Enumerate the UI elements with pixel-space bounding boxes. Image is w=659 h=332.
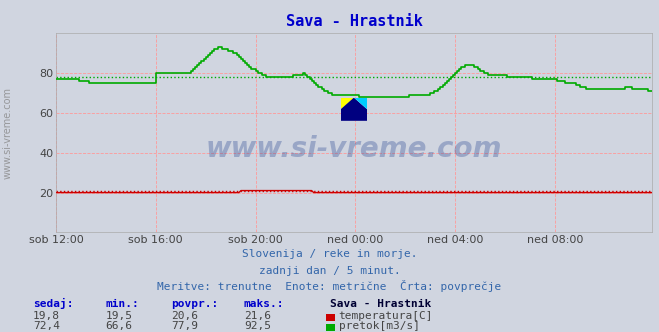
Text: 20,6: 20,6 xyxy=(171,311,198,321)
Text: 66,6: 66,6 xyxy=(105,321,132,331)
Text: 19,8: 19,8 xyxy=(33,311,60,321)
Title: Sava - Hrastnik: Sava - Hrastnik xyxy=(286,14,422,29)
Polygon shape xyxy=(341,98,367,121)
Text: Slovenija / reke in morje.: Slovenija / reke in morje. xyxy=(242,249,417,259)
Text: zadnji dan / 5 minut.: zadnji dan / 5 minut. xyxy=(258,266,401,276)
Text: www.si-vreme.com: www.si-vreme.com xyxy=(206,135,502,163)
Text: 21,6: 21,6 xyxy=(244,311,271,321)
Text: pretok[m3/s]: pretok[m3/s] xyxy=(339,321,420,331)
Text: 19,5: 19,5 xyxy=(105,311,132,321)
Polygon shape xyxy=(341,98,354,109)
Text: povpr.:: povpr.: xyxy=(171,299,219,309)
Text: temperatura[C]: temperatura[C] xyxy=(339,311,433,321)
Text: maks.:: maks.: xyxy=(244,299,284,309)
Text: min.:: min.: xyxy=(105,299,139,309)
Text: 92,5: 92,5 xyxy=(244,321,271,331)
Text: 77,9: 77,9 xyxy=(171,321,198,331)
Text: Sava - Hrastnik: Sava - Hrastnik xyxy=(330,299,431,309)
Text: sedaj:: sedaj: xyxy=(33,298,73,309)
Polygon shape xyxy=(354,98,367,109)
Text: www.si-vreme.com: www.si-vreme.com xyxy=(3,87,13,179)
Text: 72,4: 72,4 xyxy=(33,321,60,331)
Text: Meritve: trenutne  Enote: metrične  Črta: povprečje: Meritve: trenutne Enote: metrične Črta: … xyxy=(158,281,501,292)
